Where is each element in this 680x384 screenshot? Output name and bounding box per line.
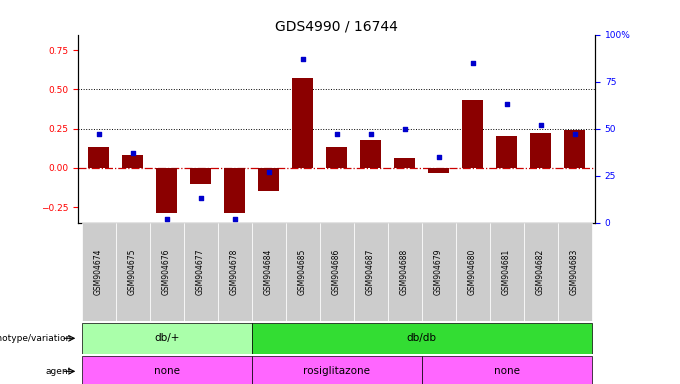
Text: GSM904680: GSM904680 <box>468 248 477 295</box>
Point <box>195 195 206 201</box>
Bar <box>190 168 211 184</box>
Point <box>569 131 580 137</box>
Point <box>467 60 478 66</box>
Bar <box>524 223 558 321</box>
Text: db/db: db/db <box>407 333 437 343</box>
Bar <box>82 323 252 354</box>
Bar <box>150 223 184 321</box>
Text: GSM904688: GSM904688 <box>400 248 409 295</box>
Bar <box>252 223 286 321</box>
Text: db/+: db/+ <box>154 333 180 343</box>
Point <box>501 101 512 107</box>
Point <box>93 131 104 137</box>
Text: GSM904682: GSM904682 <box>536 248 545 295</box>
Bar <box>224 168 245 214</box>
Bar <box>320 223 354 321</box>
Point <box>127 150 138 156</box>
Text: rosiglitazone: rosiglitazone <box>303 366 370 376</box>
Bar <box>490 223 524 321</box>
Text: GSM904686: GSM904686 <box>332 248 341 295</box>
Bar <box>388 223 422 321</box>
Title: GDS4990 / 16744: GDS4990 / 16744 <box>275 20 398 33</box>
Text: GSM904687: GSM904687 <box>366 248 375 295</box>
Text: GSM904677: GSM904677 <box>196 248 205 295</box>
Text: GSM904681: GSM904681 <box>502 248 511 295</box>
Bar <box>496 136 517 168</box>
Bar <box>116 223 150 321</box>
Bar <box>258 168 279 191</box>
Text: none: none <box>154 366 180 376</box>
Text: genotype/variation: genotype/variation <box>0 334 71 343</box>
Bar <box>156 168 177 214</box>
Bar <box>218 223 252 321</box>
Bar <box>360 140 381 168</box>
Bar <box>456 223 490 321</box>
Bar <box>184 223 218 321</box>
Bar <box>422 356 592 384</box>
Bar <box>82 223 116 321</box>
Point <box>229 216 240 222</box>
Point <box>365 131 376 137</box>
Bar <box>252 356 422 384</box>
Bar <box>252 323 592 354</box>
Bar <box>422 223 456 321</box>
Bar <box>292 78 313 168</box>
Bar <box>326 147 347 168</box>
Text: GSM904674: GSM904674 <box>94 248 103 295</box>
Bar <box>122 155 143 168</box>
Text: GSM904685: GSM904685 <box>298 248 307 295</box>
Text: none: none <box>494 366 520 376</box>
Bar <box>88 147 109 168</box>
Bar <box>286 223 320 321</box>
Text: GSM904679: GSM904679 <box>434 248 443 295</box>
Point <box>297 56 308 62</box>
Text: GSM904683: GSM904683 <box>570 248 579 295</box>
Point <box>535 122 546 128</box>
Text: GSM904684: GSM904684 <box>264 248 273 295</box>
Bar <box>428 168 449 172</box>
Bar <box>394 159 415 168</box>
Text: GSM904676: GSM904676 <box>162 248 171 295</box>
Point <box>263 169 274 175</box>
Point <box>331 131 342 137</box>
Bar <box>462 101 483 168</box>
Bar <box>354 223 388 321</box>
Text: GSM904675: GSM904675 <box>128 248 137 295</box>
Bar <box>82 356 252 384</box>
Bar <box>530 133 551 168</box>
Point <box>161 216 172 222</box>
Text: GSM904678: GSM904678 <box>230 248 239 295</box>
Text: agent: agent <box>45 367 71 376</box>
Point <box>433 154 444 160</box>
Bar <box>564 130 585 168</box>
Point <box>399 126 410 132</box>
Bar <box>558 223 592 321</box>
